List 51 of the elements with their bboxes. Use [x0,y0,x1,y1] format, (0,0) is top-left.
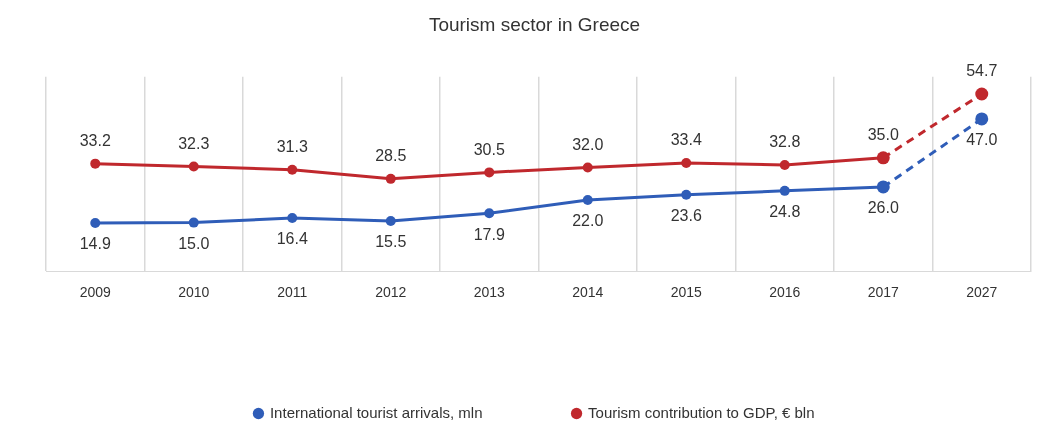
data-label: 22.0 [572,212,604,230]
data-label: 32.8 [769,133,801,151]
point [188,217,199,228]
data-label: 33.2 [79,132,111,150]
point [287,213,298,224]
data-label: 23.6 [670,207,702,225]
point [681,157,692,168]
point [385,215,396,226]
x-tick-label: 2027 [966,284,998,301]
point [484,167,495,178]
x-tick-label: 2010 [178,284,210,301]
x-tick-label: 2015 [670,284,703,301]
point [188,161,199,172]
data-label: 24.8 [769,203,801,221]
data-label: 17.9 [473,225,505,243]
x-tick-label: 2011 [277,284,308,301]
chart-title: Tourism sector in Greece [428,13,641,35]
point [582,162,593,173]
point [287,164,298,175]
point [582,194,593,205]
data-label: 15.0 [178,235,210,253]
data-label: 30.5 [473,140,505,158]
x-tick-label: 2017 [867,284,900,301]
data-label: 26.0 [867,199,899,217]
point [90,158,101,169]
legend-label: International tourist arrivals, mln [269,403,483,421]
data-label: 33.4 [670,131,702,149]
legend-label: Tourism contribution to GDP, € bln [588,403,815,421]
data-label: 47.0 [966,131,998,149]
data-label: 31.3 [276,138,308,156]
point [681,189,692,200]
point [90,217,101,228]
point [975,112,989,126]
data-label: 32.0 [572,135,604,153]
point [484,208,495,219]
data-label: 14.9 [79,235,111,253]
data-label: 28.5 [375,147,407,165]
point [779,185,790,196]
point [975,87,989,101]
data-label: 15.5 [375,233,407,251]
x-tick-label: 2014 [572,284,604,301]
x-tick-label: 2013 [473,284,506,301]
x-tick-label: 2016 [769,284,801,301]
data-label: 35.0 [867,126,899,144]
x-tick-label: 2012 [375,284,407,301]
point [779,159,790,170]
data-label: 16.4 [276,230,308,248]
x-tick-label: 2009 [79,284,112,301]
point [385,173,396,184]
data-label: 54.7 [966,62,998,80]
data-label: 32.3 [178,134,210,152]
